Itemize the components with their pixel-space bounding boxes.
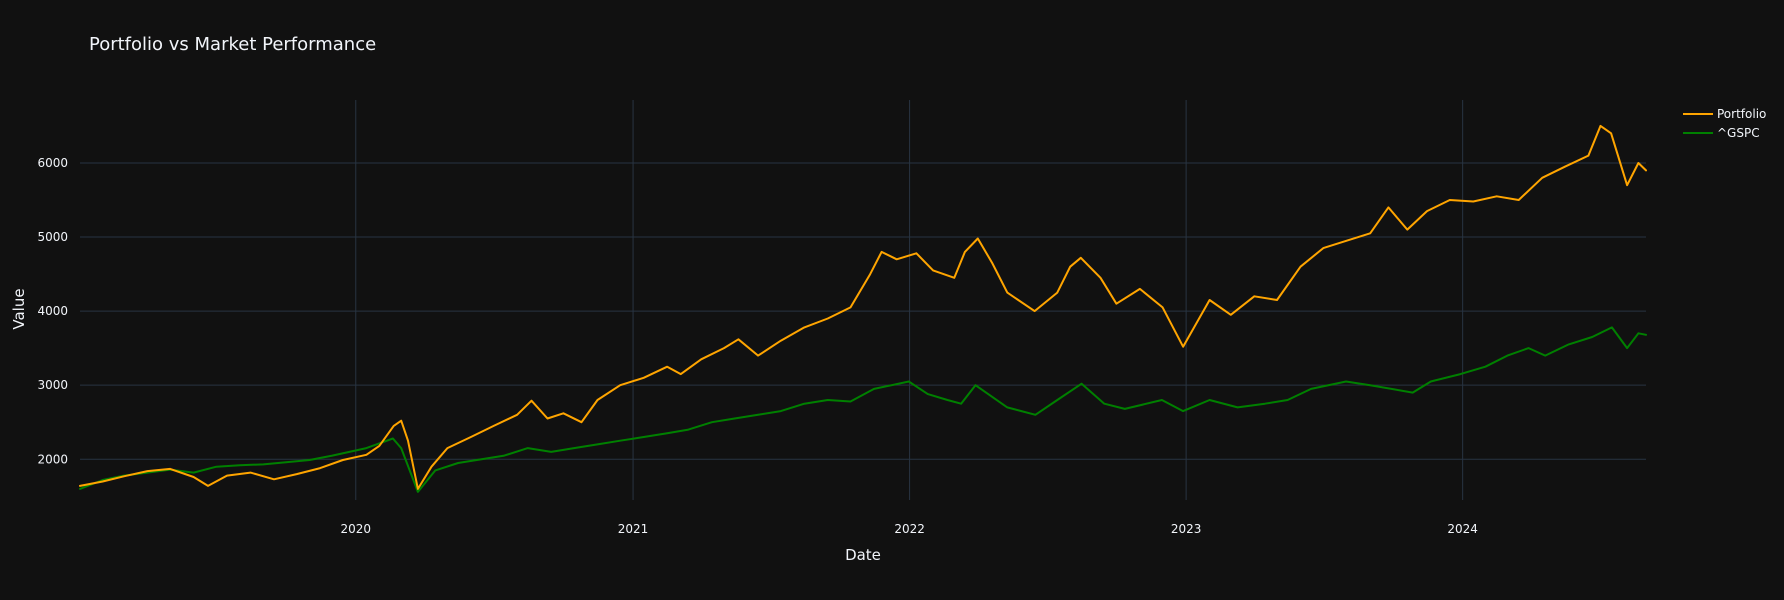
x-tick-label: 2020 xyxy=(341,522,372,536)
x-axis-ticks: 2020 2021 2022 2023 2024 xyxy=(341,522,1478,536)
y-tick-label: 3000 xyxy=(37,378,68,392)
legend-item-gspc[interactable]: ^GSPC xyxy=(1683,126,1760,140)
x-tick-label: 2023 xyxy=(1171,522,1202,536)
grid-layer xyxy=(80,100,1646,500)
series-line-gspc xyxy=(79,326,1647,493)
legend-label: ^GSPC xyxy=(1717,126,1760,140)
legend[interactable]: Portfolio ^GSPC xyxy=(1683,107,1766,140)
x-tick-label: 2024 xyxy=(1447,522,1478,536)
y-tick-label: 2000 xyxy=(37,452,68,466)
x-tick-label: 2021 xyxy=(618,522,649,536)
y-axis-ticks: 2000 3000 4000 5000 6000 xyxy=(37,156,68,466)
x-tick-label: 2022 xyxy=(894,522,925,536)
y-tick-label: 5000 xyxy=(37,230,68,244)
y-axis-title: Value xyxy=(10,288,28,329)
chart-title: Portfolio vs Market Performance xyxy=(89,34,376,55)
y-tick-label: 4000 xyxy=(37,304,68,318)
series-layer xyxy=(79,124,1647,493)
legend-label: Portfolio xyxy=(1717,107,1766,121)
series-line-portfolio xyxy=(79,124,1647,490)
y-tick-label: 6000 xyxy=(37,156,68,170)
x-axis-title: Date xyxy=(845,546,881,564)
legend-item-portfolio[interactable]: Portfolio xyxy=(1683,107,1766,121)
